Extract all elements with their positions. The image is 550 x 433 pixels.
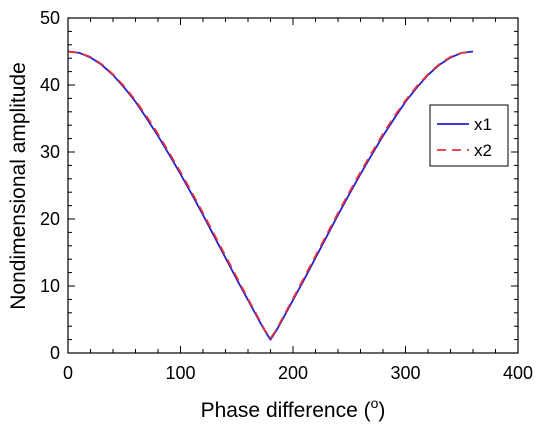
y-tick-label: 50: [40, 8, 60, 28]
y-tick-label: 20: [40, 209, 60, 229]
x-tick-label: 300: [390, 363, 420, 383]
y-axis-title: Nondimensional amplitude: [7, 62, 30, 309]
legend-box: [429, 104, 509, 167]
plot-area: [68, 18, 518, 353]
y-tick-label: 0: [50, 343, 60, 363]
series-layer: [67, 50, 474, 341]
tick-labels: 0 100 200 300 400 0 10 20 30 40 50: [40, 8, 533, 383]
x-tick-label: 400: [503, 363, 533, 383]
x-axis-title: Phase difference (o): [201, 395, 386, 422]
y-tick-label: 40: [40, 75, 60, 95]
x-axis-title-close: ): [378, 399, 385, 422]
series-line-x2: [67, 50, 474, 340]
x-tick-label: 200: [278, 363, 308, 383]
y-tick-label: 30: [40, 142, 60, 162]
legend: x1 x2: [429, 104, 509, 167]
x-tick-label: 0: [63, 363, 73, 383]
legend-label-x2: x2: [474, 141, 492, 160]
x-tick-label: 100: [165, 363, 195, 383]
plot-frame: [67, 17, 519, 354]
y-tick-label: 10: [40, 276, 60, 296]
legend-label-x1: x1: [474, 115, 492, 134]
x-axis-title-main: Phase difference (: [201, 399, 371, 422]
x-axis-title-degree: o: [371, 395, 379, 411]
